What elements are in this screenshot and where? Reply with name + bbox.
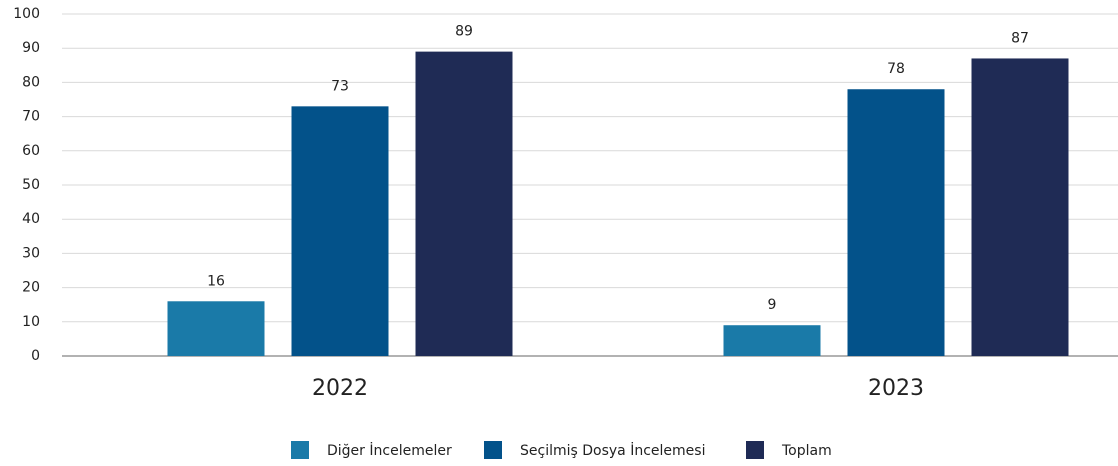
x-tick-label: 2023 (868, 376, 924, 401)
y-tick-label: 40 (22, 211, 40, 227)
y-tick-label: 0 (31, 348, 40, 364)
bar (167, 301, 265, 356)
y-tick-label: 10 (22, 314, 40, 330)
legend-swatch (484, 441, 502, 459)
y-tick-label: 60 (22, 143, 40, 159)
data-label: 16 (207, 273, 225, 289)
y-tick-label: 20 (22, 280, 40, 296)
legend-label: Diğer İncelemeler (327, 441, 452, 459)
y-tick-label: 100 (13, 6, 40, 22)
legend-label: Toplam (781, 443, 832, 459)
data-label: 73 (331, 78, 349, 94)
bar (415, 51, 513, 357)
bar (971, 58, 1069, 357)
y-tick-label: 80 (22, 74, 40, 90)
x-tick-label: 2022 (312, 376, 368, 401)
legend-swatch (291, 441, 309, 459)
bar (291, 106, 389, 356)
bar (723, 325, 821, 356)
data-label: 87 (1011, 30, 1029, 46)
data-label: 78 (887, 61, 905, 77)
y-tick-label: 50 (22, 177, 40, 193)
legend-label: Seçilmiş Dosya İncelemesi (520, 441, 705, 459)
bar (847, 89, 945, 357)
data-label: 89 (455, 24, 473, 40)
y-tick-label: 30 (22, 245, 40, 261)
y-tick-label: 70 (22, 109, 40, 125)
y-tick-label: 90 (22, 40, 40, 56)
legend-swatch (746, 441, 764, 459)
data-label: 9 (768, 297, 777, 313)
